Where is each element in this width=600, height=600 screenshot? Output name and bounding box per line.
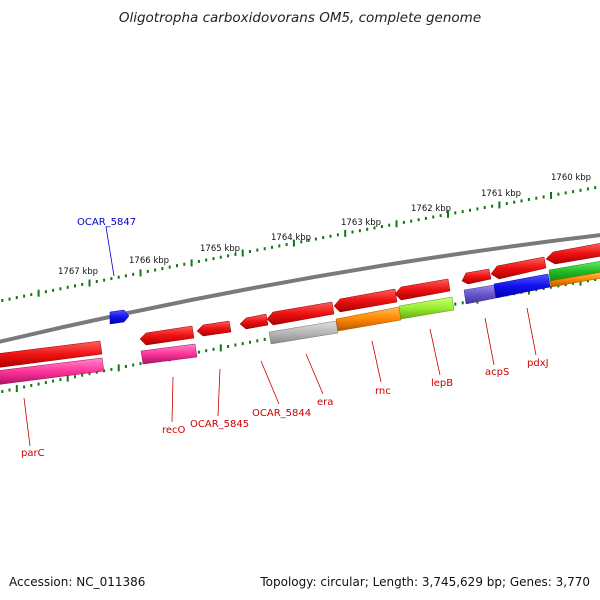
scale-ticks-upper	[1, 186, 597, 302]
genes-reverse	[0, 261, 600, 385]
scale-labels: 1767 kbp 1766 kbp 1765 kbp 1764 kbp 1763…	[58, 173, 591, 277]
gene-lepb[interactable]	[394, 278, 451, 301]
scale-label: 1762 kbp	[411, 204, 451, 214]
gene-era[interactable]	[266, 301, 335, 326]
map-title: Oligotropha carboxidovorans OM5, complet…	[119, 10, 481, 26]
gene-label-acps[interactable]: acpS	[485, 367, 509, 378]
scale-label: 1766 kbp	[129, 256, 169, 266]
gene-ocar-5847[interactable]	[109, 309, 130, 325]
gene-reco-product[interactable]	[140, 343, 198, 365]
leader-rnc	[371, 340, 382, 383]
leader-ocar-5844	[260, 360, 280, 405]
gene-label-pdxj[interactable]: pdxJ	[527, 358, 549, 369]
gene-label-parc[interactable]: parC	[21, 448, 45, 459]
genome-backbone	[0, 233, 600, 344]
gene-parc[interactable]	[0, 340, 103, 368]
leader-reco	[171, 376, 174, 423]
gene-red-1[interactable]	[461, 268, 492, 285]
gene-label-ocar-5844[interactable]: OCAR_5844	[252, 408, 311, 419]
gene-reco[interactable]	[139, 325, 195, 346]
leader-ocar-5847	[105, 226, 115, 277]
label-leaders	[23, 226, 537, 447]
scale-label: 1765 kbp	[200, 244, 240, 254]
gene-label-rnc[interactable]: rnc	[375, 386, 391, 397]
leader-acps	[484, 317, 495, 366]
gene-orange-product[interactable]	[549, 272, 600, 288]
gene-ocar-5845[interactable]	[196, 320, 232, 337]
genes-forward	[109, 243, 600, 325]
accession-text: Accession: NC_011386	[9, 575, 145, 589]
gene-acps-product[interactable]	[463, 284, 497, 305]
gene-green-product[interactable]	[548, 261, 600, 283]
gene-label-lepb[interactable]: lepB	[431, 378, 453, 389]
gene-red-2[interactable]	[490, 256, 547, 280]
gene-labels: OCAR_5847 recO OCAR_5845 OCAR_5844 era r…	[21, 217, 549, 459]
scale-label: 1760 kbp	[551, 173, 591, 183]
topology-text: Topology: circular; Length: 3,745,629 bp…	[259, 575, 590, 589]
leader-ocar-5845	[217, 368, 221, 417]
scale-label: 1763 kbp	[341, 218, 381, 228]
gene-label-era[interactable]: era	[317, 397, 333, 408]
gene-rnc-product[interactable]	[335, 306, 402, 332]
scale-label: 1767 kbp	[58, 267, 98, 277]
gene-label-ocar-5845[interactable]: OCAR_5845	[190, 419, 249, 430]
gene-label-reco[interactable]: recO	[162, 425, 186, 436]
leader-era	[305, 353, 324, 395]
gene-ocar-5844[interactable]	[239, 313, 269, 330]
gene-lepb-product[interactable]	[398, 296, 455, 320]
gene-parc-product[interactable]	[0, 357, 105, 385]
gene-rnc[interactable]	[333, 288, 398, 313]
gene-label-ocar-5847[interactable]: OCAR_5847	[77, 217, 136, 228]
scale-label: 1764 kbp	[271, 233, 311, 243]
gene-pdxj-product[interactable]	[493, 273, 551, 299]
leader-parc	[23, 397, 31, 447]
gene-red-3[interactable]	[545, 243, 600, 265]
leader-lepb	[429, 328, 441, 376]
scale-label: 1761 kbp	[481, 189, 521, 199]
leader-pdxj	[526, 307, 537, 356]
gene-era-product[interactable]	[268, 320, 339, 345]
